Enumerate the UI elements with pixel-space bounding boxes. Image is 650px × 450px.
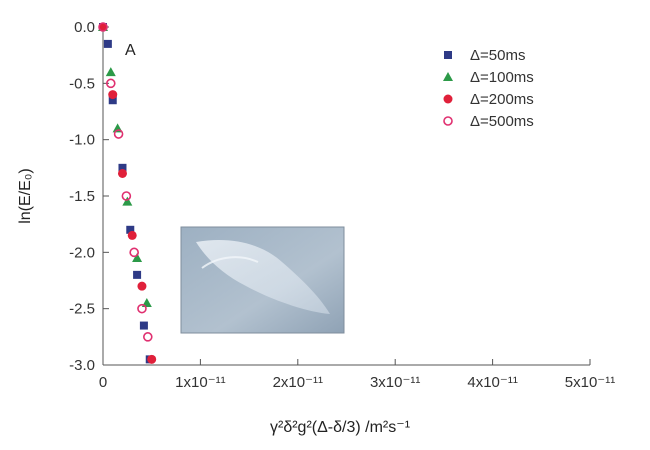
legend-marker-2 xyxy=(443,72,453,81)
data-point-series-4 xyxy=(143,332,153,342)
x-axis-label: γ²δ²g²(Δ-δ/3) /m²s⁻¹ xyxy=(270,419,410,436)
legend-marker-1 xyxy=(444,51,452,59)
y-tick-label: 0.0 xyxy=(74,19,95,36)
data-point-series-2 xyxy=(132,252,143,262)
x-tick-label: 3x10⁻¹¹ xyxy=(370,374,420,391)
data-point-series-1 xyxy=(118,163,127,172)
data-point-series-4 xyxy=(113,129,124,139)
y-tick-label: -1.5 xyxy=(69,188,95,205)
y-tick-label: -2.0 xyxy=(69,244,95,261)
data-point-series-4 xyxy=(105,78,116,89)
x-tick-label: 0 xyxy=(99,374,107,391)
y-tick-label: -0.5 xyxy=(69,75,95,92)
x-tick-label: 4x10⁻¹¹ xyxy=(467,374,517,391)
inset-photo xyxy=(180,226,345,334)
data-point-series-1 xyxy=(108,96,117,105)
legend-label-4: Δ=500ms xyxy=(470,113,534,130)
legend-marker-3 xyxy=(443,94,453,104)
data-point-series-3 xyxy=(108,90,118,100)
data-point-series-4 xyxy=(121,191,132,201)
data-point-series-4 xyxy=(137,303,147,314)
y-tick-label: -3.0 xyxy=(69,357,95,374)
y-ticks: 0.0 -0.5 -1.0 -1.5 -2.0 -2.5 -3.0 xyxy=(69,19,109,374)
data-point-series-1 xyxy=(133,270,142,279)
data-point-series-4 xyxy=(129,247,139,258)
y-tick-label: -2.5 xyxy=(69,301,95,318)
x-ticks: 0 1x10⁻¹¹ 2x10⁻¹¹ 3x10⁻¹¹ 4x10⁻¹¹ 5x10⁻¹¹ xyxy=(99,359,615,391)
series-layer xyxy=(98,22,157,364)
data-point-series-1 xyxy=(103,39,112,48)
panel-annotation: A xyxy=(125,42,136,59)
data-point-series-1 xyxy=(126,225,135,234)
y-axis-label: ln(E/E₀) xyxy=(17,168,34,224)
data-point-series-3 xyxy=(117,168,127,178)
x-tick-label: 5x10⁻¹¹ xyxy=(565,374,615,391)
x-tick-label: 1x10⁻¹¹ xyxy=(175,374,225,391)
data-point-series-1 xyxy=(139,321,148,330)
legend-marker-4 xyxy=(443,116,453,126)
legend-label-1: Δ=50ms xyxy=(470,47,525,64)
legend-label-2: Δ=100ms xyxy=(470,69,534,86)
y-tick-label: -1.0 xyxy=(69,132,95,149)
legend: Δ=50ms Δ=100ms Δ=200ms Δ=500ms xyxy=(443,47,534,130)
data-point-series-3 xyxy=(98,22,108,32)
data-point-series-2 xyxy=(105,67,116,77)
data-point-series-2 xyxy=(122,196,133,206)
data-point-series-3 xyxy=(127,230,137,240)
legend-label-3: Δ=200ms xyxy=(470,91,534,108)
data-point-series-4 xyxy=(98,22,108,32)
data-point-series-3 xyxy=(137,281,147,291)
data-point-series-3 xyxy=(147,354,157,364)
x-tick-label: 2x10⁻¹¹ xyxy=(273,374,323,391)
